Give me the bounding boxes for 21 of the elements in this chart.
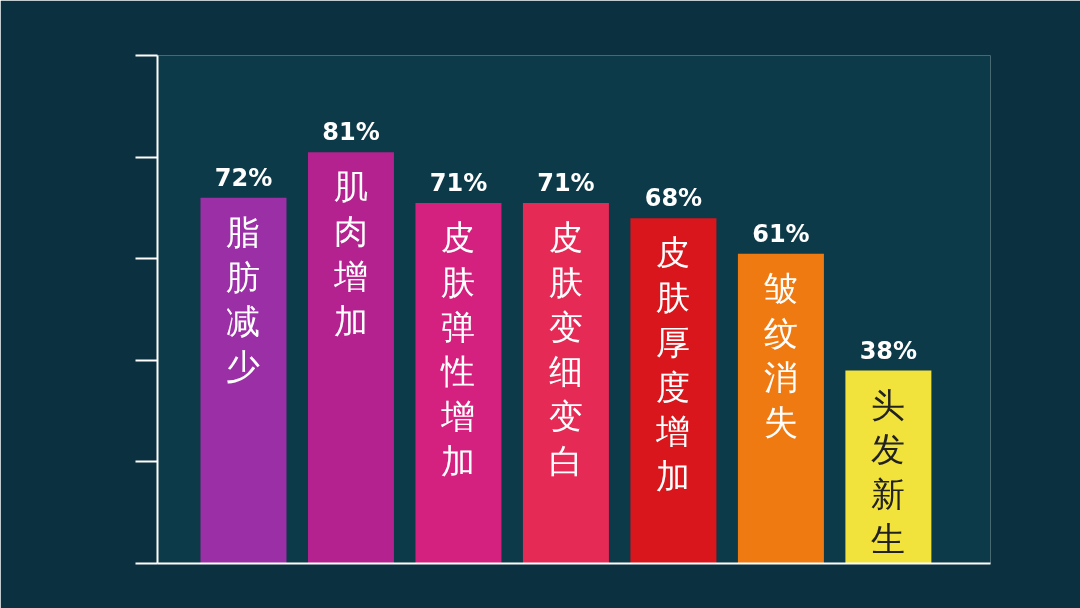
- bar: [200, 197, 287, 564]
- bar: [845, 370, 932, 564]
- x-tick-label: 皮肤变细变白: [548, 216, 583, 481]
- x-tick-label: 皮肤厚度增加: [655, 232, 691, 497]
- bar: [737, 253, 824, 564]
- bar: [522, 202, 609, 564]
- data-label: 72%: [214, 163, 273, 192]
- x-tick-label: 肌肉增加: [332, 166, 368, 341]
- data-label: 71%: [537, 168, 595, 197]
- data-label: 38%: [859, 336, 918, 365]
- x-tick-label: 皱纹消失: [763, 267, 798, 443]
- x-tick-label: 头发新生: [871, 384, 906, 559]
- data-label: 61%: [752, 219, 810, 248]
- x-tick-label: 皮肤弹性增加: [440, 216, 476, 481]
- bar: [630, 218, 717, 564]
- bar: [307, 152, 394, 564]
- data-label: 81%: [322, 118, 380, 147]
- x-tick-label: 脂肪减少: [226, 211, 261, 387]
- bar: [415, 202, 502, 564]
- data-label: 71%: [429, 168, 488, 197]
- data-label: 68%: [644, 184, 703, 213]
